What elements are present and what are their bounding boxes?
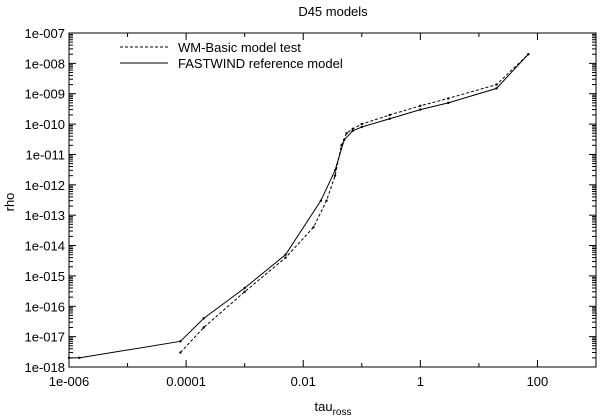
series-point-1 xyxy=(388,113,391,117)
chart-title: D45 models xyxy=(298,4,368,19)
series-point-1 xyxy=(447,97,450,100)
series-point-2 xyxy=(284,253,287,256)
y-tick-label: 1e-015 xyxy=(25,269,65,284)
series-line-1 xyxy=(180,53,529,353)
series-point-2 xyxy=(388,117,391,120)
x-tick-label: 100 xyxy=(527,374,549,389)
series-point-1 xyxy=(333,174,337,177)
series-point-2 xyxy=(342,138,346,142)
series-point-2 xyxy=(179,340,182,343)
x-tick-label: 0.01 xyxy=(291,374,316,389)
series-point-2 xyxy=(360,125,363,129)
y-tick-label: 1e-007 xyxy=(25,26,65,41)
series-point-2 xyxy=(78,356,81,360)
legend-label-2: FASTWIND reference model xyxy=(178,56,343,71)
plot-frame xyxy=(68,32,597,368)
x-axis-label: tauross xyxy=(315,399,352,418)
series-point-2 xyxy=(419,108,422,111)
series-point-1 xyxy=(179,351,182,354)
series-layer xyxy=(67,53,530,360)
y-tick-label: 1e-013 xyxy=(25,208,65,223)
y-tick-label: 1e-010 xyxy=(25,117,65,132)
series-point-1 xyxy=(312,226,315,229)
series-point-1 xyxy=(202,326,205,329)
series-point-1 xyxy=(345,132,348,135)
series-point-2 xyxy=(447,101,450,105)
y-tick-label: 1e-012 xyxy=(25,178,65,193)
series-point-1 xyxy=(325,199,328,202)
y-tick-label: 1e-008 xyxy=(25,56,65,71)
y-tick-label: 1e-009 xyxy=(25,87,65,102)
series-point-2 xyxy=(67,356,71,360)
series-point-2 xyxy=(351,129,354,133)
series-point-2 xyxy=(243,286,246,290)
series-point-2 xyxy=(495,87,498,90)
series-point-1 xyxy=(360,122,363,126)
y-tick-label: 1e-011 xyxy=(25,147,65,162)
series-point-2 xyxy=(333,169,337,172)
y-tick-label: 1e-014 xyxy=(25,239,65,254)
x-axis-label-main: tau xyxy=(315,399,333,414)
series-point-2 xyxy=(319,199,323,202)
series-point-1 xyxy=(351,127,354,130)
y-tick-label: 1e-018 xyxy=(25,360,65,375)
x-tick-label: 1e-006 xyxy=(49,374,89,389)
series-point-1 xyxy=(419,104,422,108)
axis-ticks: 1e-018 1e-017 1e-016 1e-015 1e-014 1e-013 1e-0… xyxy=(25,26,596,389)
series-point-2 xyxy=(202,317,205,320)
x-axis-label-sub: ross xyxy=(333,407,352,418)
series-line-2 xyxy=(69,53,529,359)
series-point-2 xyxy=(527,53,530,56)
y-tick-label: 1e-016 xyxy=(25,299,65,314)
legend-label-1: WM-Basic model test xyxy=(178,40,301,55)
y-axis-label: rho xyxy=(2,193,17,212)
series-point-1 xyxy=(284,256,287,259)
x-tick-label: 1 xyxy=(417,374,424,389)
series-point-1 xyxy=(243,290,246,293)
x-tick-label: 0.0001 xyxy=(166,374,206,389)
series-point-1 xyxy=(495,83,498,86)
y-tick-label: 1e-017 xyxy=(25,330,65,345)
